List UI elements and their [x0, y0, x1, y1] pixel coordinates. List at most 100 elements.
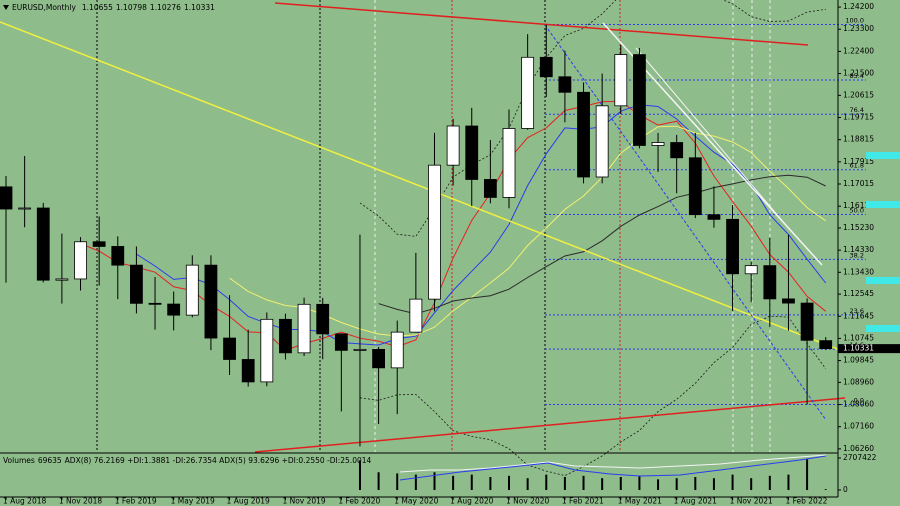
trend-line — [635, 47, 791, 231]
x-tick-label: 1 May 2020 — [394, 497, 438, 506]
x-tick-label: 1 Feb 2021 — [562, 497, 604, 506]
candle-body — [36, 207, 50, 281]
candle-body — [0, 186, 13, 210]
candle-body — [539, 56, 553, 78]
fib-label: 50.0 — [850, 207, 864, 215]
fib-label: 85.4 — [850, 72, 864, 80]
y-tick-label: 1.21500 — [843, 69, 874, 78]
x-tick-label: 1 Nov 2019 — [282, 497, 325, 506]
candle-body — [819, 340, 833, 350]
y-tick-label: 1.24200 — [843, 2, 874, 11]
level-marker — [866, 325, 900, 332]
moving-average — [378, 174, 826, 315]
y-tick-label: 1.13430 — [843, 267, 874, 276]
x-tick-label: 1 Feb 2020 — [338, 497, 380, 506]
x-tick-label: 1 Feb 2022 — [785, 497, 827, 506]
candle-body — [614, 54, 628, 107]
candle-body — [167, 303, 181, 316]
x-tick-label: 1 Aug 2018 — [3, 497, 46, 506]
y-tick-label: 1.22400 — [843, 46, 874, 55]
x-tick-label: 1 Aug 2020 — [450, 497, 493, 506]
candle-body — [260, 318, 274, 383]
candle-body — [688, 157, 702, 216]
candle-body — [521, 56, 535, 129]
y-tick-label: 1.09845 — [843, 356, 874, 365]
candle-body — [409, 298, 423, 333]
fib-label: 0.0 — [854, 397, 864, 405]
candle-body — [726, 218, 739, 275]
trend-line — [274, 2, 809, 46]
adx-line — [399, 455, 827, 481]
candle-body — [446, 125, 460, 166]
candle-body — [74, 241, 87, 280]
candle-body — [55, 278, 69, 281]
fib-label: 61.8 — [850, 162, 864, 170]
fib-label: 100.0 — [845, 17, 864, 25]
header-low: 1.10276 — [150, 3, 181, 12]
candle-body — [707, 214, 721, 220]
current-price-label: 1.10331 — [843, 344, 874, 353]
level-markers — [866, 152, 900, 332]
y-tick-label: 1.19715 — [843, 113, 874, 122]
level-marker — [866, 277, 900, 284]
y-tick-label: 1.17915 — [843, 157, 874, 166]
candle-body — [558, 76, 572, 93]
candle-body — [744, 265, 758, 275]
y-tick-label: 1.06260 — [843, 444, 874, 453]
header-close: 1.10331 — [184, 3, 215, 12]
x-tick-label: 1 Feb 2019 — [115, 497, 157, 506]
indicator-readout: ADX(8) 76.2169 +DI:1.3881 -DI:26.7354 AD… — [65, 456, 372, 465]
fib-label: 38.2 — [850, 251, 864, 259]
candle-body — [353, 348, 367, 351]
y-tick-label: 1.08960 — [843, 377, 874, 386]
y-tick-label: 1.14330 — [843, 245, 874, 254]
header-high: 1.10798 — [116, 3, 147, 12]
candle-body — [651, 142, 665, 146]
candle-body — [595, 105, 609, 178]
candle-body — [390, 331, 404, 369]
symbol-icon — [3, 5, 9, 10]
y-tick-label: 1.12545 — [843, 289, 874, 298]
y-tick-label: 1.16115 — [843, 201, 874, 210]
candle-body — [241, 359, 255, 383]
candle-body — [185, 264, 199, 316]
level-marker — [866, 201, 900, 208]
candle-body — [428, 164, 441, 300]
candle-body — [800, 302, 814, 341]
candle-body — [148, 302, 162, 305]
x-tick-label: 1 Aug 2021 — [674, 497, 717, 506]
y-tick-label: 1.17015 — [843, 179, 874, 188]
y-tick-label: 1.11645 — [843, 311, 874, 320]
candle-body — [111, 246, 125, 266]
trend-line — [0, 21, 846, 353]
candle-body — [763, 265, 777, 300]
x-tick-label: 1 May 2021 — [618, 497, 662, 506]
candle-body — [297, 303, 311, 354]
volume-tick-label: 2707422 — [843, 453, 877, 462]
x-tick-label: 1 Nov 2021 — [730, 497, 773, 506]
candle-body — [670, 142, 684, 159]
x-tick-label: 1 Aug 2019 — [227, 497, 270, 506]
level-marker — [866, 152, 900, 159]
x-tick-label: 1 Nov 2018 — [59, 497, 102, 506]
y-tick-label: 1.20615 — [843, 90, 874, 99]
candle-body — [204, 264, 218, 339]
y-tick-label: 1.15230 — [843, 223, 874, 232]
moving-average — [136, 104, 827, 346]
x-tick-label: 1 Nov 2020 — [506, 497, 549, 506]
trend-lines — [0, 2, 846, 453]
fib-label: 23.6 — [850, 307, 864, 315]
chart-header: EURUSD,Monthly 1.10655 1.10798 1.10276 1.103… — [12, 3, 215, 12]
candle-body — [502, 128, 516, 198]
candle-body — [782, 298, 795, 304]
candle-body — [279, 318, 292, 354]
candle-body — [18, 207, 32, 210]
fib-label: 76.4 — [850, 106, 864, 114]
volume-header: Volumes 69635 ADX(8) 76.2169 +DI:1.3881 -D… — [3, 456, 372, 465]
candle-body — [372, 348, 386, 369]
candle-body — [633, 54, 646, 146]
trend-line — [544, 24, 827, 421]
